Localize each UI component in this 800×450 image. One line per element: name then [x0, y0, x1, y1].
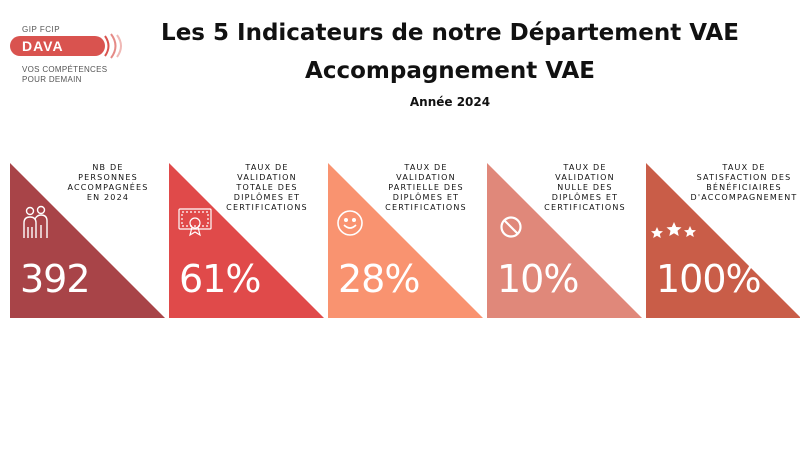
card-value: 10% [497, 257, 579, 301]
card-triangle-shape [169, 163, 324, 318]
page-title-line1: Les 5 Indicateurs de notre Département V… [161, 20, 739, 46]
card-triangle [169, 163, 324, 318]
card-label: TAUX DE SATISFACTION DES BÉNÉFICIAIRES D… [690, 163, 798, 202]
indicator-card-satisfaction: TAUX DE SATISFACTION DES BÉNÉFICIAIRES D… [646, 163, 800, 318]
card-value: 392 [20, 257, 91, 301]
logo-tagline-line1: VOS COMPÉTENCES [22, 65, 108, 74]
card-triangle [10, 163, 165, 318]
card-triangle-shape [487, 163, 642, 318]
smiley-icon [337, 210, 363, 236]
indicator-card-partial-validation: TAUX DE VALIDATION PARTIELLE DES DIPLÔME… [328, 163, 483, 318]
indicator-card-persons: NB DE PERSONNES ACCOMPAGNÉES EN 2024 392 [10, 163, 165, 318]
card-value: 61% [179, 257, 261, 301]
indicator-card-null-validation: TAUX DE VALIDATION NULLE DES DIPLÔMES ET… [487, 163, 642, 318]
logo-top-text: GIP FCIP [22, 25, 61, 34]
forbidden-icon [500, 216, 522, 238]
logo: GIP FCIP DAVA VOS COMPÉTENCES POUR DEMAI… [10, 25, 130, 95]
card-value: 100% [656, 257, 762, 301]
card-triangle-shape [646, 163, 800, 318]
card-triangle [487, 163, 642, 318]
certificate-icon [178, 208, 212, 237]
card-label: TAUX DE VALIDATION NULLE DES DIPLÔMES ET… [544, 163, 626, 212]
card-triangle-shape [10, 163, 165, 318]
card-triangle-shape [328, 163, 483, 318]
card-triangle [328, 163, 483, 318]
card-triangle [646, 163, 800, 318]
card-label: NB DE PERSONNES ACCOMPAGNÉES EN 2024 [67, 163, 149, 202]
people-icon [23, 205, 48, 238]
logo-arcs-icon [104, 33, 122, 59]
indicator-card-total-validation: TAUX DE VALIDATION TOTALE DES DIPLÔMES E… [169, 163, 324, 318]
logo-name: DAVA [22, 38, 64, 54]
logo-tagline-line2: POUR DEMAIN [22, 75, 82, 84]
card-value: 28% [338, 257, 420, 301]
stars-icon [651, 222, 696, 238]
page-subtitle: Année 2024 [409, 95, 491, 109]
page-title-line2: Accompagnement VAE [305, 58, 595, 84]
logo-pill [10, 36, 105, 56]
card-label: TAUX DE VALIDATION TOTALE DES DIPLÔMES E… [226, 163, 308, 212]
card-label: TAUX DE VALIDATION PARTIELLE DES DIPLÔME… [385, 163, 467, 212]
